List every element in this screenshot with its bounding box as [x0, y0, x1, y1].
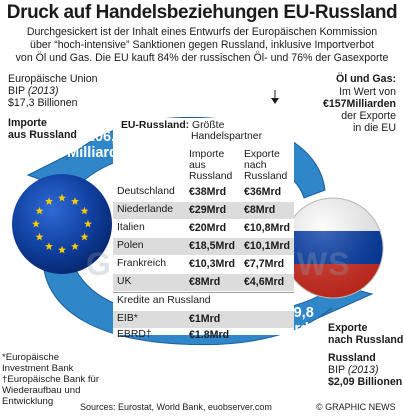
- ru-bip-label: BIP: [328, 364, 345, 376]
- row-country: Deutschland: [117, 186, 175, 197]
- footnote-eib-1: *Europäische: [2, 352, 60, 363]
- page-title: Druck auf Handelsbeziehungen EU-Russland: [6, 2, 398, 23]
- ru-exports-line-2: nach Russland: [328, 334, 404, 346]
- table-row: Frankreich €10,3Mrd €7,7Mrd: [113, 256, 294, 273]
- row-exports: €7,7Mrd: [244, 258, 285, 270]
- footnote-ebrd-3: Entwicklung: [2, 396, 54, 407]
- ru-exports-line-1: Exporte: [328, 322, 368, 334]
- eu-bip: BIP (2013): [8, 85, 58, 98]
- row-exports: €8Mrd: [244, 204, 276, 216]
- table-divider: [113, 292, 294, 293]
- credit-value: €1Mrd: [189, 313, 221, 325]
- eu-star-icon: [45, 197, 53, 205]
- table-row: Niederlande €29Mrd €8Mrd: [113, 202, 294, 219]
- leader-arrow-icon: [271, 98, 279, 104]
- oil-gas-line-4: in die EU: [353, 122, 396, 134]
- footnote-ebrd-1: †Europäische Bank für: [2, 374, 100, 385]
- eu-star-icon: [35, 206, 44, 215]
- row-exports: €36Mrd: [244, 186, 282, 198]
- ru-bip-value: $2,09 Billionen: [328, 376, 403, 388]
- row-country: Niederlande: [117, 204, 174, 215]
- eu-name: Europäische Union: [8, 73, 98, 85]
- ru-bip-year: (2013): [347, 364, 379, 376]
- oil-gas-head: Öl und Gas:: [335, 73, 396, 85]
- credit: © GRAPHIC NEWS: [316, 402, 396, 412]
- row-imports: €10,3Mrd: [189, 258, 235, 270]
- eu-stars: [32, 193, 92, 254]
- ru-bip: BIP (2013): [328, 364, 378, 377]
- row-country: Polen: [117, 240, 144, 251]
- footnote-eib-2: Investment Bank: [2, 363, 74, 374]
- eu-star-icon: [71, 242, 79, 250]
- subtitle-line-2: über “hoch-intensive” Sanktionen gegen R…: [30, 39, 374, 51]
- eu-star-icon: [35, 232, 44, 241]
- sources: Sources: Eurostat, World Bank, euobserve…: [80, 402, 272, 412]
- row-imports: €20Mrd: [189, 222, 227, 234]
- eu-bip-label: BIP: [8, 85, 25, 97]
- eu-star-icon: [80, 232, 89, 241]
- credit-value: €1.8Mrd: [189, 329, 230, 341]
- imports-amount: €206,5: [78, 129, 124, 145]
- credit-lender: EBRD†: [117, 329, 152, 340]
- col-imports-line-3: Russland: [189, 171, 233, 182]
- eu-star-icon: [58, 193, 66, 202]
- row-imports: €29Mrd: [189, 204, 227, 216]
- col-imports-line-1: Importe: [189, 149, 225, 160]
- table-row: UK €8Mrd €4,6Mrd: [113, 274, 294, 291]
- eu-star-icon: [84, 219, 92, 228]
- subtitle-line-1: Durchgesickert ist der Inhalt eines Entw…: [26, 26, 378, 38]
- eu-star-icon: [32, 219, 40, 228]
- col-exports-line-1: Exporte: [244, 149, 280, 160]
- row-country: UK: [117, 276, 132, 287]
- row-exports: €4,6Mrd: [244, 276, 285, 288]
- col-exports-line-3: Russland: [244, 171, 288, 182]
- table-subtitle: Handelspartner: [191, 131, 263, 142]
- eu-star-icon: [58, 245, 66, 254]
- eu-star-icon: [45, 242, 53, 250]
- table-row: Polen €18,5Mrd €10,1Mrd: [113, 238, 294, 255]
- row-country: Frankreich: [117, 258, 167, 269]
- ru-name: Russland: [328, 352, 376, 364]
- table-row: Italien €20Mrd €10,8Mrd: [113, 220, 294, 237]
- row-imports: €18,5Mrd: [189, 240, 235, 252]
- table-title: EU-Russland: Größte: [121, 120, 224, 131]
- col-imports-line-2: aus: [189, 160, 206, 171]
- row-imports: €8Mrd: [189, 276, 221, 288]
- eu-imports-line-1: Importe: [8, 117, 47, 129]
- col-header-imports: Importe aus Russland: [189, 149, 232, 182]
- table-row: Deutschland €38Mrd €36Mrd: [113, 184, 294, 201]
- col-exports-line-2: nach: [244, 160, 267, 171]
- row-exports: €10,8Mrd: [244, 222, 290, 234]
- oil-gas-value: €157Milliarden: [322, 98, 396, 110]
- subtitle-line-3: von Öl und Gas. Die EU kauft 84% der rus…: [15, 52, 389, 64]
- row-imports: €38Mrd: [189, 186, 227, 198]
- trade-partners-table: EU-Russland: Größte Handelspartner Impor…: [113, 118, 294, 341]
- eu-imports-line-2: aus Russland: [8, 129, 77, 141]
- eu-star-icon: [80, 206, 89, 215]
- credits-row: EIB* €1Mrd: [113, 311, 294, 328]
- table-title-rest: Größte: [192, 120, 225, 131]
- credit-lender: EIB*: [117, 313, 138, 324]
- credits-label: Kredite an Russland: [117, 295, 211, 306]
- footnotes: *Europäische Investment Bank †Europäisch…: [2, 352, 99, 407]
- oil-gas-line-3: der Exporte: [341, 110, 396, 122]
- eu-bip-value: $17,3 Billionen: [8, 97, 78, 109]
- credits-header-row: Kredite an Russland: [113, 293, 294, 310]
- row-country: Italien: [117, 222, 145, 233]
- footnote-ebrd-2: Wiederaufbau und: [2, 385, 81, 396]
- oil-gas-line-1: Im Wert von: [339, 86, 396, 98]
- row-exports: €10,1Mrd: [244, 240, 290, 252]
- eu-star-icon: [71, 197, 79, 205]
- credits-row: EBRD† €1.8Mrd: [113, 329, 294, 341]
- eu-bip-year: (2013): [27, 85, 59, 97]
- table-title-main: EU-Russland:: [121, 120, 190, 131]
- col-header-exports: Exporte nach Russland: [244, 149, 287, 182]
- eu-flag-globe: [12, 174, 112, 274]
